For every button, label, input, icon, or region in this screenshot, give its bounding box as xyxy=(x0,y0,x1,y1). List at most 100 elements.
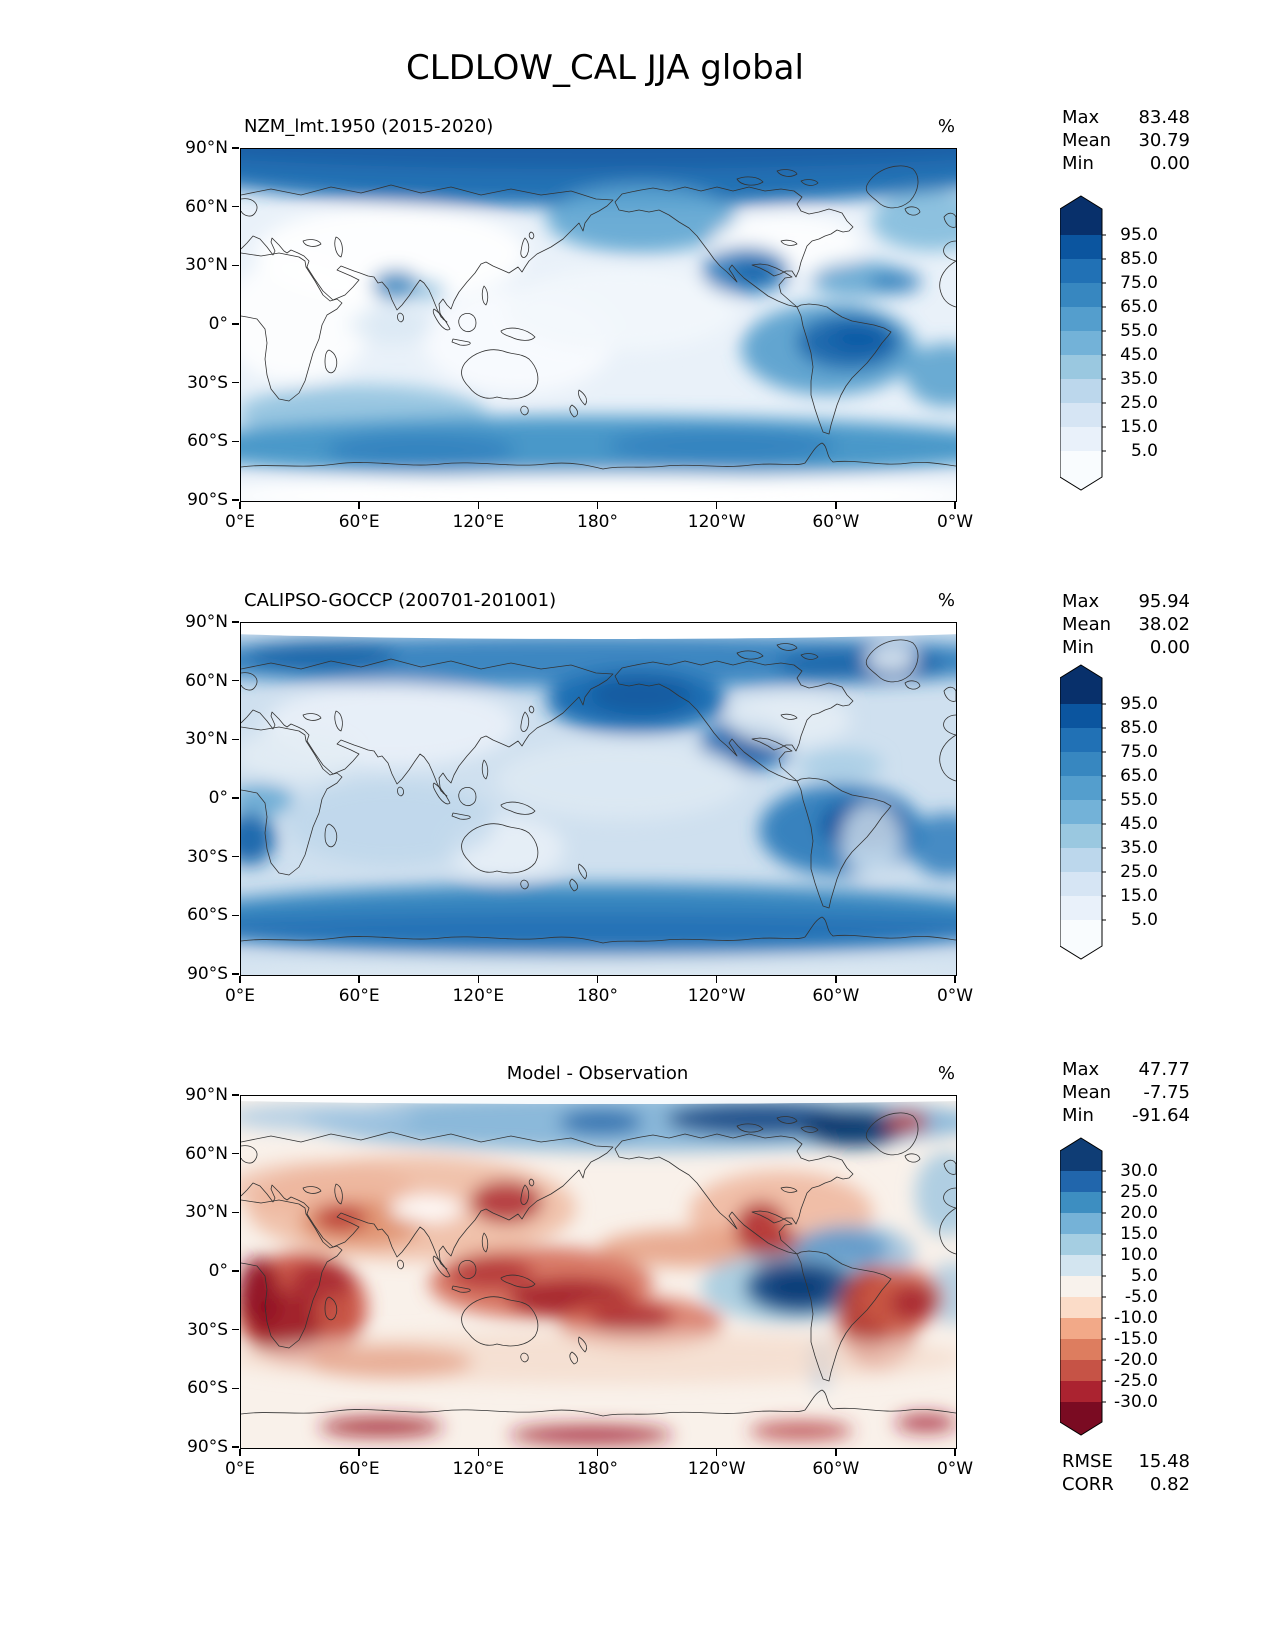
panel-title-model: NZM_lmt.1950 (2015-2020) xyxy=(244,116,494,137)
colorbar-tick-label: 85.0 xyxy=(1120,718,1158,738)
score-value: 15.48 xyxy=(1138,1451,1190,1472)
x-tick xyxy=(596,975,599,983)
y-tick-label: 0° xyxy=(208,1261,228,1281)
stat-label: Max xyxy=(1062,107,1100,128)
colorbar-extend-top xyxy=(1060,1138,1102,1171)
units-label-difference: % xyxy=(937,1063,955,1084)
y-tick xyxy=(231,440,239,443)
x-tick xyxy=(239,1448,241,1456)
x-tick-label: 0°E xyxy=(224,986,256,1006)
map-canvas-observation xyxy=(241,623,956,975)
x-tick-label: 60°E xyxy=(338,986,380,1006)
stat-value: -7.75 xyxy=(1143,1082,1190,1103)
figure-title: CLDLOW_CAL JJA global xyxy=(406,48,804,88)
x-tick-label: 60°W xyxy=(812,986,860,1006)
x-tick-label: 60°E xyxy=(338,512,380,532)
stat-label: Mean xyxy=(1062,130,1112,151)
colorbar-difference: 30.0 25.0 20.0 15.0 10.0 5.0 -5.0 -10.0 -15.0 -20… xyxy=(1059,1137,1162,1440)
colorbar-band xyxy=(1060,1213,1102,1234)
colorbar-extend-bottom xyxy=(1060,451,1102,490)
x-tick xyxy=(835,1448,837,1456)
y-tick-label: 30°S xyxy=(187,846,228,867)
colorbar-tick-label: 55.0 xyxy=(1120,790,1158,810)
x-tick-label: 0°E xyxy=(224,512,256,532)
colorbar-band xyxy=(1060,307,1102,331)
x-tick xyxy=(239,501,241,509)
y-tick-label: 0° xyxy=(208,788,228,808)
stat-row: Mean 38.02 xyxy=(1062,613,1190,636)
colorbar-tick-label: 65.0 xyxy=(1120,297,1158,317)
colorbar-band xyxy=(1060,728,1102,752)
y-tick-label: 90°N xyxy=(185,1085,228,1105)
colorbar-band xyxy=(1060,1360,1102,1381)
x-tick-label: 60°E xyxy=(338,1459,380,1479)
y-tick-label: 30°S xyxy=(187,372,228,393)
x-tick-label: 0°W xyxy=(936,512,974,532)
x-tick-label: 0°E xyxy=(224,1459,256,1479)
colorbar-band xyxy=(1060,379,1102,403)
x-tick xyxy=(596,1448,599,1456)
colorbar-extend-top xyxy=(1060,196,1102,235)
y-tick-label: 30°S xyxy=(187,1319,228,1340)
colorbar-tick-label: 15.0 xyxy=(1120,417,1158,437)
stat-value: 83.48 xyxy=(1138,107,1190,128)
colorbar-band xyxy=(1060,896,1102,920)
x-tick-label: 180° xyxy=(577,512,618,532)
score-label: CORR xyxy=(1062,1474,1114,1495)
x-tick xyxy=(477,975,480,983)
stat-label: Min xyxy=(1062,153,1094,174)
stat-row: Mean -7.75 xyxy=(1062,1081,1190,1104)
y-tick xyxy=(231,1328,239,1331)
y-tick xyxy=(231,738,239,741)
y-tick-label: 90°S xyxy=(187,1437,228,1457)
colorbar-tick-label: 10.0 xyxy=(1120,1245,1158,1265)
colorbar-extend-bottom xyxy=(1060,920,1102,959)
x-tick xyxy=(835,975,837,983)
x-tick-label: 120°W xyxy=(687,512,746,532)
contour-field xyxy=(241,149,956,501)
contour-field xyxy=(241,1096,956,1445)
stat-row: Max 95.94 xyxy=(1062,590,1190,613)
y-tick-label: 30°N xyxy=(185,255,228,276)
units-label-observation: % xyxy=(937,590,955,611)
stat-row: Min 0.00 xyxy=(1062,636,1190,659)
colorbar-band xyxy=(1060,848,1102,872)
y-tick xyxy=(231,1094,239,1096)
stat-label: Max xyxy=(1062,1059,1100,1080)
colorbar-tick-label: -20.0 xyxy=(1114,1350,1158,1370)
stats-block-observation: Max 95.94 Mean 38.02 Min 0.00 xyxy=(1062,590,1190,659)
colorbar-band xyxy=(1060,235,1102,259)
x-tick-label: 60°W xyxy=(812,1459,860,1479)
contour-field xyxy=(241,635,956,975)
stat-value: 30.79 xyxy=(1138,130,1190,151)
stat-label: Min xyxy=(1062,1105,1094,1126)
y-tick-label: 90°S xyxy=(187,964,228,984)
colorbar-band xyxy=(1060,283,1102,307)
stat-value: 47.77 xyxy=(1138,1059,1190,1080)
colorbar-tick-label: 45.0 xyxy=(1120,814,1158,834)
x-tick xyxy=(715,501,718,509)
colorbar-band xyxy=(1060,1171,1102,1192)
colorbar-band xyxy=(1060,752,1102,776)
colorbar-tick-label: 75.0 xyxy=(1120,742,1158,762)
stat-label: Mean xyxy=(1062,1082,1112,1103)
x-tick xyxy=(715,975,718,983)
y-tick xyxy=(231,1446,239,1448)
colorbar-tick-label: 5.0 xyxy=(1131,1266,1158,1286)
stat-value: 95.94 xyxy=(1138,591,1190,612)
score-row: RMSE 15.48 xyxy=(1062,1450,1190,1473)
colorbar-tick-label: 15.0 xyxy=(1120,886,1158,906)
colorbar-canvas: 30.025.020.015.010.05.0-5.0-10.0-15.0-20… xyxy=(1059,1137,1158,1436)
x-tick-label: 120°W xyxy=(687,986,746,1006)
y-tick xyxy=(231,323,239,325)
contour-field-sharp xyxy=(241,623,956,639)
coastline xyxy=(241,639,956,944)
colorbar-band xyxy=(1060,776,1102,800)
colorbar-canvas: 95.0 85.0 75.0 65.0 55.0 45.0 35.0 25.0 15.0 5.0 xyxy=(1059,664,1158,960)
stat-row: Max 47.77 xyxy=(1062,1058,1190,1081)
colorbar-tick-label: 5.0 xyxy=(1131,910,1158,930)
colorbar-tick-label: -15.0 xyxy=(1114,1329,1158,1349)
colorbar-band xyxy=(1060,1297,1102,1318)
y-tick-label: 30°N xyxy=(185,1202,228,1223)
